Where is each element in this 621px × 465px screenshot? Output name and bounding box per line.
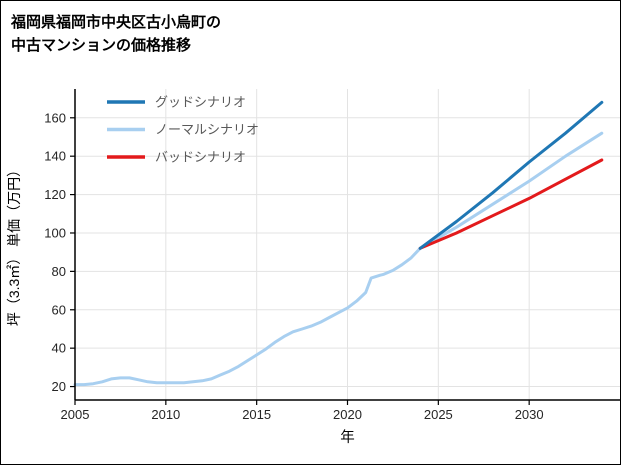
y-tick-label: 140 — [44, 149, 66, 164]
y-tick-label: 40 — [52, 341, 66, 356]
legend-label-bad: バッドシナリオ — [155, 150, 246, 165]
x-tick-label: 2025 — [424, 407, 453, 422]
x-tick-label: 2030 — [515, 407, 544, 422]
series-line-normal — [73, 131, 604, 387]
x-tick-label: 2005 — [61, 407, 90, 422]
y-tick-label: 120 — [44, 187, 66, 202]
y-tick-label: 100 — [44, 225, 66, 240]
x-tick-label: 2010 — [151, 407, 180, 422]
y-tick-label: 80 — [52, 264, 66, 279]
x-tick-label: 2015 — [242, 407, 271, 422]
legend-label-normal: ノーマルシナリオ — [155, 122, 259, 137]
y-axis-title: 坪（3.3㎡） 単価（万円） — [6, 163, 22, 326]
y-tick-label: 20 — [52, 379, 66, 394]
series-line-good — [418, 100, 604, 250]
y-tick-label: 60 — [52, 302, 66, 317]
series-line-bad — [418, 158, 604, 250]
x-axis-title: 年 — [340, 429, 355, 446]
x-tick-label: 2020 — [333, 407, 362, 422]
chart-title: 福岡県福岡市中央区古小烏町の 中古マンションの価格推移 — [11, 11, 221, 57]
chart-title-line1: 福岡県福岡市中央区古小烏町の — [11, 14, 222, 31]
chart-title-line2: 中古マンションの価格推移 — [11, 37, 192, 54]
y-tick-label: 160 — [44, 110, 66, 125]
legend-label-good: グッドシナリオ — [155, 95, 246, 110]
